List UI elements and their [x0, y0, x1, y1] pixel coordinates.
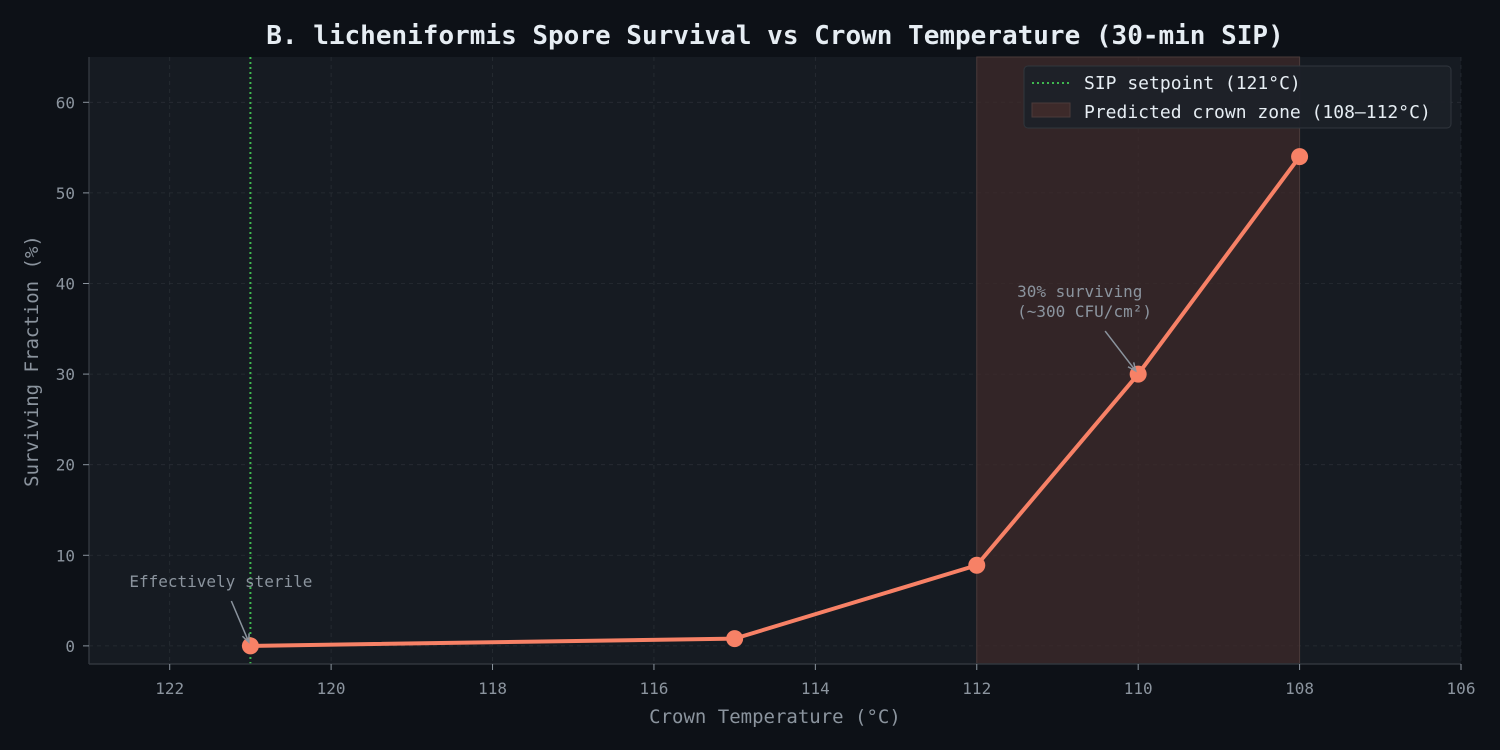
- data-point[interactable]: [726, 630, 744, 648]
- x-tick-label: 112: [962, 679, 991, 698]
- y-tick-label: 10: [56, 546, 75, 565]
- y-tick-label: 50: [56, 184, 75, 203]
- annotation-arrowhead: [1127, 362, 1137, 373]
- chart-title: B. licheniformis Spore Survival vs Crown…: [266, 21, 1283, 51]
- x-tick-label: 108: [1285, 679, 1314, 698]
- y-axis-label: Surviving Fraction (%): [21, 235, 43, 487]
- data-point[interactable]: [241, 637, 259, 655]
- predicted-crown-zone: [976, 56, 1301, 665]
- annotation-line: 30% surviving: [1017, 282, 1142, 301]
- legend-box: [1023, 65, 1452, 129]
- annotation-line: (~300 CFU/cm²): [1017, 302, 1152, 321]
- annotation-text: Effectively sterile: [129, 572, 312, 591]
- x-tick-label: 118: [478, 679, 507, 698]
- x-tick-label: 110: [1124, 679, 1153, 698]
- x-axis-label: Crown Temperature (°C): [649, 706, 901, 728]
- x-tick-label: 114: [801, 679, 830, 698]
- y-tick-label: 40: [56, 274, 75, 293]
- legend-sip-label: SIP setpoint (121°C): [1084, 73, 1301, 94]
- legend-zone-swatch: [1031, 102, 1071, 118]
- annotation-arrow: [230, 600, 250, 643]
- x-tick-label: 116: [639, 679, 668, 698]
- y-tick-label: 0: [65, 637, 75, 656]
- x-tick-label: 106: [1447, 679, 1476, 698]
- annotation-arrowhead: [241, 633, 250, 644]
- annotation-line: Effectively sterile: [129, 572, 312, 591]
- data-point[interactable]: [968, 556, 986, 574]
- data-point[interactable]: [1291, 148, 1309, 166]
- x-tick-label: 120: [317, 679, 346, 698]
- annotation-arrow: [1104, 330, 1137, 372]
- y-tick-label: 60: [56, 93, 75, 112]
- y-tick-label: 20: [56, 456, 75, 475]
- y-tick-label: 30: [56, 365, 75, 384]
- x-tick-label: 122: [155, 679, 184, 698]
- legend-zone-label: Predicted crown zone (108–112°C): [1084, 102, 1431, 123]
- data-point[interactable]: [1129, 365, 1147, 383]
- annotation-text: 30% surviving (~300 CFU/cm²): [1017, 282, 1152, 321]
